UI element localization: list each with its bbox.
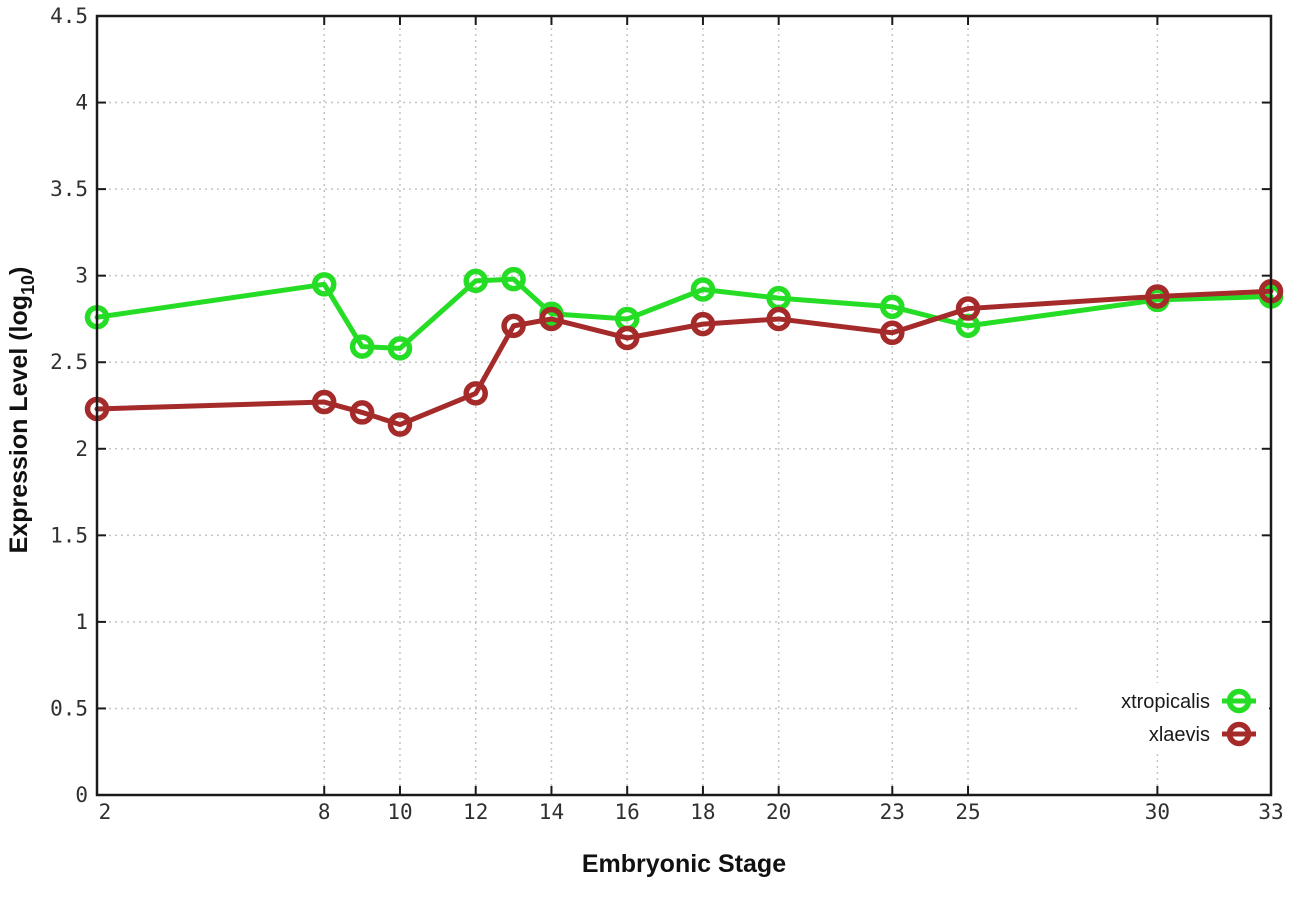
- y-tick-label: 4.5: [50, 4, 88, 28]
- legend-marker-xtropicalis: [1222, 688, 1256, 714]
- x-tick-label: 23: [880, 800, 905, 824]
- data-point-marker: [539, 306, 564, 332]
- x-tick-label: 25: [955, 800, 980, 824]
- x-tick-label: 2: [99, 800, 112, 824]
- data-point-marker: [387, 336, 413, 361]
- data-point-marker: [690, 311, 716, 337]
- data-point-marker: [501, 313, 526, 339]
- data-point-marker: [955, 296, 981, 321]
- data-point-marker: [614, 325, 640, 351]
- data-point-marker: [880, 320, 905, 346]
- data-point-marker: [501, 266, 526, 292]
- y-axis-title: Expression Level (log10): [5, 267, 38, 554]
- legend-label-xlaevis: xlaevis: [1149, 724, 1210, 746]
- legend-sample-marker: [1226, 721, 1252, 747]
- data-point-marker: [1145, 284, 1170, 309]
- y-tick-label: 3.5: [50, 177, 88, 201]
- y-tick-label: 2.5: [50, 350, 88, 374]
- legend: xtropicalis xlaevis: [1079, 683, 1269, 750]
- legend-sample-marker: [1226, 688, 1252, 714]
- data-point-marker: [690, 277, 716, 302]
- data-point-marker: [311, 272, 337, 297]
- y-tick-label: 1: [75, 610, 88, 634]
- legend-label-xtropicalis: xtropicalis: [1121, 691, 1210, 713]
- x-tick-label: 16: [615, 800, 640, 824]
- data-point-marker: [387, 412, 413, 437]
- y-tick-label: 2: [75, 437, 88, 461]
- x-tick-label: 10: [387, 800, 412, 824]
- series-line-xtropicalis: [94, 276, 1274, 351]
- x-tick-label: 12: [463, 800, 488, 824]
- y-axis-title-subscript: 10: [18, 275, 38, 295]
- y-tick-label: 3: [75, 264, 88, 288]
- data-point-marker: [880, 294, 905, 320]
- x-tick-label: 8: [318, 800, 331, 824]
- x-tick-label: 33: [1258, 800, 1283, 824]
- series-xlaevis: [84, 278, 1284, 437]
- y-tick-label: 1.5: [50, 523, 88, 547]
- data-point-marker: [349, 400, 375, 425]
- y-tick-label: 0.5: [50, 696, 88, 720]
- legend-marker-xlaevis: [1222, 721, 1256, 747]
- plot-frame: [95, 14, 1273, 797]
- tick-labels: 2 8 10 12 14 16 18 20 23 25 30 33 0 0.5 1 1.5 2 2.5 3 3.5 4 4…: [50, 4, 1284, 824]
- x-axis-title: Embryonic Stage: [582, 850, 786, 878]
- data-point-marker: [766, 306, 791, 332]
- data-series-layer: [84, 266, 1284, 437]
- data-point-marker: [463, 268, 488, 294]
- y-axis-title-main: Expression Level (log: [5, 295, 33, 553]
- plot-border: [95, 14, 1273, 797]
- data-point-marker: [463, 381, 488, 406]
- x-tick-label: 20: [766, 800, 791, 824]
- data-point-marker: [349, 334, 375, 359]
- data-point-marker: [311, 389, 337, 415]
- y-axis-title-close: ): [5, 267, 33, 275]
- legend-item-xtropicalis: xtropicalis: [1121, 688, 1256, 714]
- series-line-xlaevis: [94, 288, 1274, 428]
- y-tick-label: 4: [75, 91, 88, 115]
- legend-item-xlaevis: xlaevis: [1149, 721, 1256, 747]
- x-tick-label: 30: [1145, 800, 1170, 824]
- x-tick-label: 18: [690, 800, 715, 824]
- x-tick-label: 14: [539, 800, 564, 824]
- series-xtropicalis: [84, 266, 1284, 361]
- y-tick-label: 0: [75, 783, 88, 807]
